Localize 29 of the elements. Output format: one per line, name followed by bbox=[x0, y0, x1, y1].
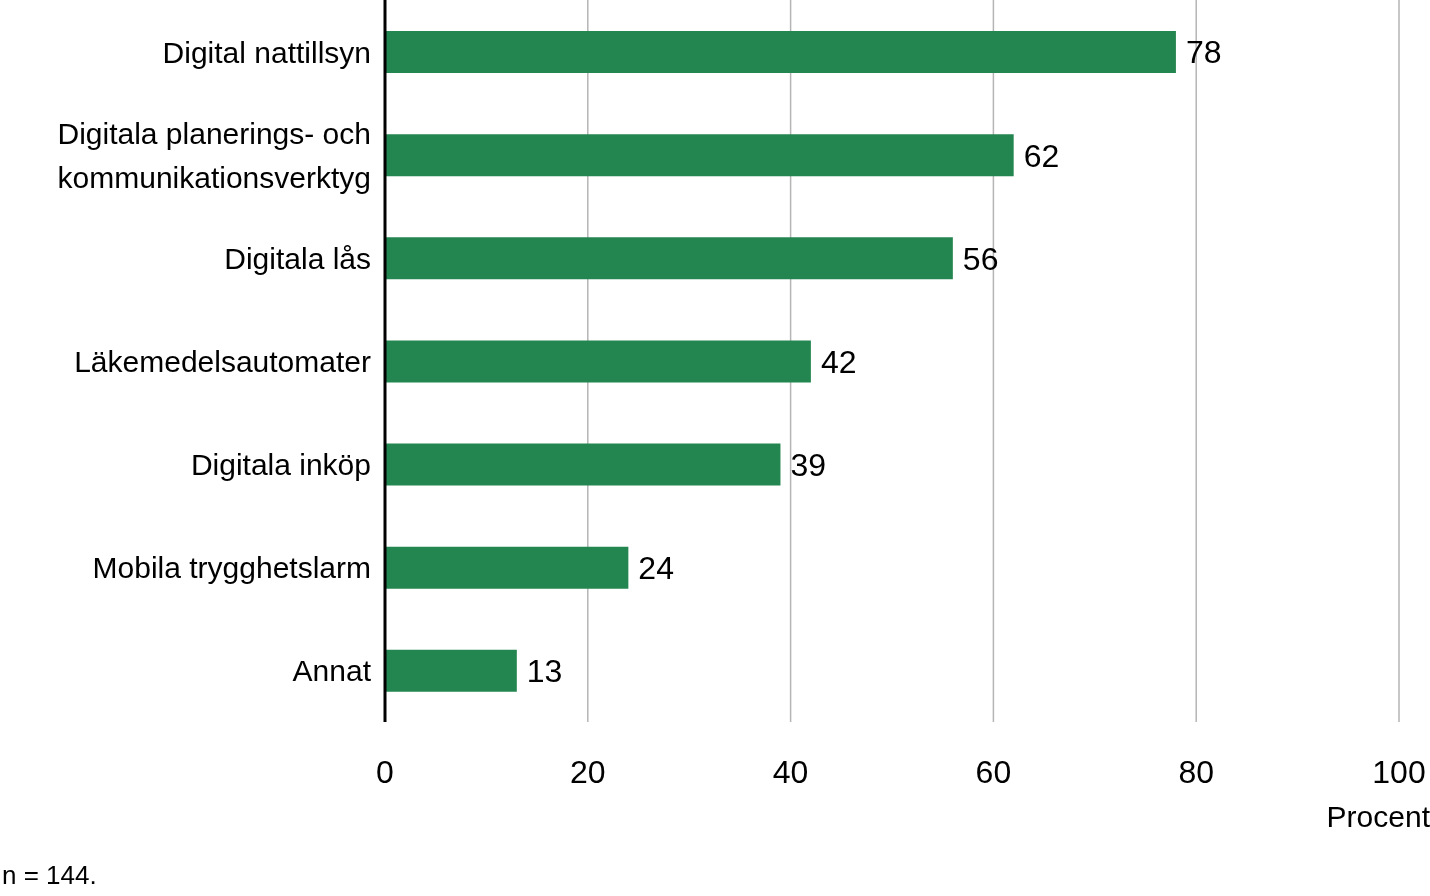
bar bbox=[385, 237, 953, 280]
data-label: 24 bbox=[638, 550, 674, 587]
bar bbox=[385, 649, 517, 692]
y-tick-label: Digitala lås bbox=[224, 241, 371, 275]
bar bbox=[385, 340, 811, 383]
data-label: 13 bbox=[526, 653, 563, 690]
y-tick-label: Digitala inköp bbox=[190, 447, 371, 481]
x-tick-label: 40 bbox=[772, 753, 809, 790]
x-axis-title: Procent bbox=[1326, 800, 1430, 833]
data-label: 56 bbox=[962, 240, 999, 277]
y-tick-label: Läkemedelsautomater bbox=[74, 344, 371, 378]
x-tick-label: 20 bbox=[570, 753, 606, 790]
data-label: 62 bbox=[1023, 137, 1060, 174]
bar bbox=[385, 546, 629, 589]
y-tick-label: Digitala planerings- och kommunikationsverktyg bbox=[57, 116, 371, 194]
y-tick-label: Digital nattillsyn bbox=[162, 35, 371, 69]
text: n = 144. bbox=[1, 860, 98, 891]
bar bbox=[385, 443, 781, 486]
x-tick-label: 100 bbox=[1372, 753, 1426, 790]
x-tick-label: 80 bbox=[1178, 753, 1214, 790]
bar bbox=[385, 31, 1176, 73]
y-tick-label: Annat bbox=[292, 653, 372, 687]
x-tick-label: 0 bbox=[376, 753, 394, 790]
bar bbox=[385, 134, 1014, 177]
data-label: 39 bbox=[790, 446, 827, 483]
x-tick-label: 60 bbox=[975, 753, 1012, 790]
data-label: 42 bbox=[820, 343, 857, 380]
y-tick-label: Mobila trygghetslarm bbox=[92, 550, 371, 584]
data-label: 78 bbox=[1185, 34, 1222, 71]
